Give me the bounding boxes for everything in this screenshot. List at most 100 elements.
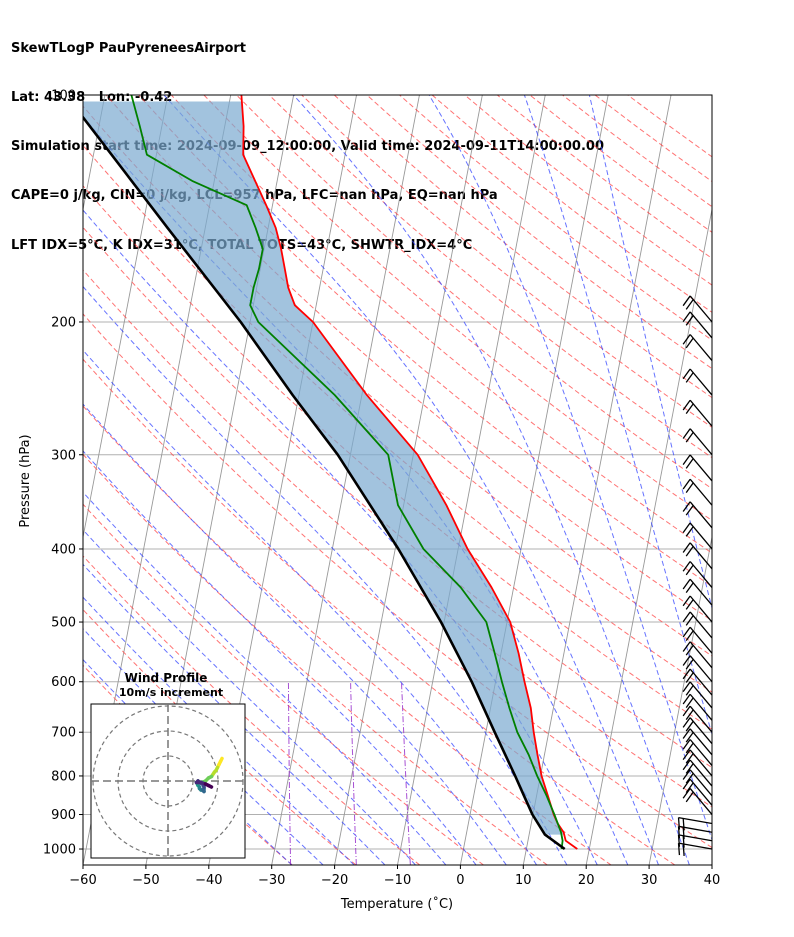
isotherm: [83, 95, 169, 540]
barb-staff: [689, 655, 713, 683]
x-tick-label: −30: [258, 873, 285, 888]
wind-barb: [682, 501, 713, 529]
isotherm: [397, 95, 546, 865]
barb-staff: [689, 522, 713, 550]
barb-flag: [685, 546, 694, 557]
barb-staff: [689, 478, 713, 506]
barb-flag: [682, 578, 691, 590]
moist-adiabat: [83, 627, 324, 865]
barb-flag: [682, 542, 691, 553]
dry-adiabat: [83, 503, 484, 865]
wind-barb: [682, 311, 713, 339]
wind-barb: [682, 717, 713, 745]
barb-staff: [689, 728, 713, 756]
barb-flag: [685, 564, 694, 576]
wind-barb: [682, 778, 713, 806]
barb-flag: [682, 788, 691, 799]
barb-staff: [689, 626, 713, 654]
wind-barb: [682, 428, 713, 456]
mixing-ratio-line: [401, 681, 411, 865]
wind-barb: [682, 561, 713, 588]
barb-staff: [689, 681, 713, 709]
y-tick-label: 600: [51, 675, 76, 690]
x-tick-label: 0: [456, 873, 464, 888]
barb-flag: [682, 728, 691, 739]
isotherm: [522, 95, 672, 865]
barb-staff: [689, 368, 713, 396]
barb-staff: [689, 542, 713, 570]
dry-adiabat: [203, 95, 712, 522]
barb-flag: [685, 526, 694, 537]
mixing-ratio-line: [287, 681, 292, 865]
hodograph-title: Wind Profile: [125, 671, 208, 685]
shaded-area: [83, 101, 565, 835]
wind-barb: [682, 399, 713, 427]
barb-flag: [685, 742, 694, 754]
isotherm: [648, 534, 712, 865]
moist-adiabat: [83, 563, 386, 865]
y-tick-label: 400: [51, 542, 76, 557]
barb-flag: [685, 458, 694, 469]
isotherm: [459, 95, 609, 865]
barb-flag: [682, 454, 691, 466]
barb-flag: [682, 749, 691, 761]
wind-barb: [682, 611, 713, 639]
moist-adiabat: [83, 658, 293, 865]
barb-staff: [689, 739, 713, 766]
barb-flag: [685, 337, 694, 349]
x-tick-label: −50: [132, 873, 159, 888]
wind-barb: [682, 454, 713, 482]
barb-flag: [682, 611, 691, 623]
wind-barb: [682, 749, 713, 777]
barb-flag: [682, 428, 691, 439]
isotherm: [83, 95, 106, 212]
axes: −60 −50 −40 −30 −20 −10 0 10 20 30 40 1000 900 800 700…: [43, 89, 720, 889]
barb-flag: [685, 791, 694, 803]
moist-adiabat: [83, 529, 416, 865]
wind-barb: [682, 739, 713, 766]
barb-staff: [689, 295, 713, 323]
isotherm: [271, 95, 420, 865]
y-axis-label: Pressure (hPa): [18, 434, 33, 527]
barb-staff: [689, 769, 713, 797]
barb-flag: [682, 681, 691, 693]
wind-barb: [682, 705, 713, 733]
barb-staff: [689, 668, 713, 696]
barb-flag: [682, 368, 691, 380]
barb-flag: [685, 782, 694, 794]
barb-staff: [689, 641, 713, 669]
moist-adiabat: [588, 95, 712, 610]
dry-adiabat: [105, 95, 712, 622]
wind-barb: [682, 788, 713, 815]
barb-staff: [678, 816, 713, 825]
barb-flag: [685, 299, 694, 310]
barb-flag: [685, 615, 694, 626]
barb-staff: [689, 578, 713, 606]
wind-barb: [682, 759, 713, 787]
barb-flag: [685, 732, 694, 743]
dry-adiabat: [431, 95, 712, 313]
wind-barb: [682, 595, 713, 623]
barb-staff: [689, 311, 713, 339]
barb-flag: [682, 501, 691, 512]
barb-staff: [689, 705, 713, 733]
plot-area: [83, 95, 712, 865]
barb-flag: [685, 697, 694, 709]
wind-barb: [682, 681, 713, 709]
x-tick-label: −60: [69, 873, 96, 888]
barb-staff: [689, 778, 713, 806]
barb-staff: [689, 749, 713, 777]
barb-staff: [689, 595, 713, 623]
barb-flag: [682, 311, 691, 323]
dry-adiabat: [83, 555, 421, 865]
wind-barb: [682, 769, 713, 797]
barb-staff: [689, 759, 713, 787]
barb-flag: [685, 431, 694, 443]
y-tick-label: 900: [51, 808, 76, 823]
barb-flag: [682, 561, 691, 572]
barb-flag: [682, 717, 691, 728]
mixing-ratio-line: [350, 681, 357, 865]
station-title: SkewTLogP PauPyreneesAirport: [11, 40, 247, 56]
